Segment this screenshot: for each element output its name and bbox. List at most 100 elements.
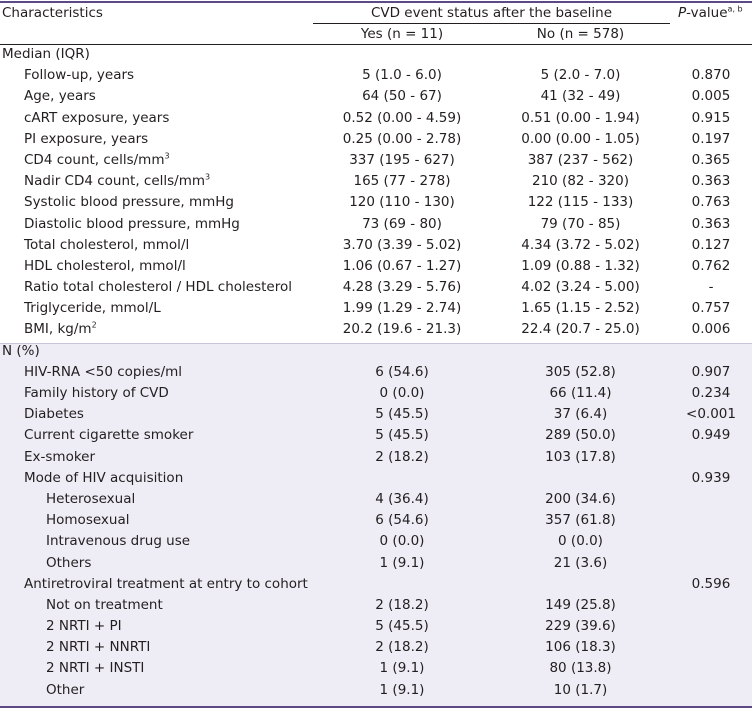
cell-p: 0.363: [691, 215, 731, 232]
cell-p: 0.596: [691, 575, 731, 592]
cell-yes: 4 (36.4): [375, 490, 429, 507]
cell-no: 0 (0.0): [558, 533, 603, 550]
header-p-value: P-valuea, b: [678, 4, 743, 22]
bottom-rule: [0, 706, 752, 708]
cell-no: 122 (115 - 133): [527, 194, 634, 211]
cell-no: 5 (2.0 - 7.0): [540, 67, 621, 84]
cell-yes: 73 (69 - 80): [362, 215, 442, 232]
cell-yes: 120 (110 - 130): [349, 194, 455, 211]
row-label: Antiretroviral treatment at entry to coh…: [24, 574, 308, 595]
p-superscript: a, b: [727, 4, 743, 14]
row-label-text: Diabetes: [24, 406, 84, 423]
cell-no: 10 (1.7): [553, 681, 608, 698]
cell-no: 41 (32 - 49): [540, 88, 621, 105]
row-label-text: PI exposure, years: [24, 130, 149, 147]
row-label: Heterosexual: [46, 489, 135, 510]
cell-no: 22.4 (20.7 - 25.0): [521, 321, 640, 338]
cell-no: 1.09 (0.88 - 1.32): [521, 257, 640, 274]
row-label: Mode of HIV acquisition: [24, 468, 183, 489]
cell-no: 1.65 (1.15 - 2.52): [521, 300, 640, 317]
row-label: cART exposure, years: [24, 108, 169, 129]
row-label: Median (IQR): [2, 44, 90, 65]
table-row: Other 1 (9.1) 10 (1.7): [0, 680, 752, 701]
row-label-text: N (%): [2, 342, 40, 359]
row-label-text: Nadir CD4 count, cells/mm: [24, 173, 206, 190]
cell-no: 21 (3.6): [553, 554, 608, 571]
table-row: BMI, kg/m2 20.2 (19.6 - 21.3) 22.4 (20.7 -…: [0, 319, 752, 340]
table-row: Total cholesterol, mmol/l 3.70 (3.39 - 5.…: [0, 235, 752, 256]
cell-no: 210 (82 - 320): [532, 173, 629, 190]
row-label-text: Systolic blood pressure, mmHg: [24, 194, 234, 211]
row-label-text: Others: [46, 554, 92, 571]
table-row: Intravenous drug use 0 (0.0) 0 (0.0): [0, 531, 752, 552]
cell-no: 106 (18.3): [545, 639, 616, 656]
cell-no: 4.34 (3.72 - 5.02): [521, 236, 640, 253]
cell-no: 387 (237 - 562): [527, 151, 634, 168]
table-row: Nadir CD4 count, cells/mm3 165 (77 - 278)…: [0, 171, 752, 192]
row-label-superscript: 2: [91, 320, 97, 330]
row-label-text: Not on treatment: [46, 596, 163, 613]
table-row: Triglyceride, mmol/L 1.99 (1.29 - 2.74) 1.…: [0, 298, 752, 319]
table-row: HIV-RNA <50 copies/ml 6 (54.6) 305 (52.8) 0…: [0, 362, 752, 383]
header-bottom-rule: [0, 44, 752, 45]
row-label: N (%): [2, 341, 40, 362]
row-label-text: Intravenous drug use: [46, 533, 191, 550]
table-row: 2 NRTI + INSTI 1 (9.1) 80 (13.8): [0, 658, 752, 679]
row-label: 2 NRTI + INSTI: [46, 658, 144, 679]
cell-yes: 1 (9.1): [379, 554, 425, 571]
cell-p: 0.763: [691, 194, 731, 211]
cell-no: 37 (6.4): [553, 406, 608, 423]
cell-yes: 2 (18.2): [375, 596, 429, 613]
row-label: BMI, kg/m2: [24, 319, 97, 340]
row-label: Current cigarette smoker: [24, 425, 193, 446]
cell-yes: 2 (18.2): [375, 448, 429, 465]
top-rule: [0, 1, 752, 3]
row-label-text: Heterosexual: [46, 490, 136, 507]
table-row: Others 1 (9.1) 21 (3.6): [0, 553, 752, 574]
row-label: Homosexual: [46, 510, 130, 531]
cell-yes: 0 (0.0): [379, 533, 425, 550]
cell-yes: 6 (54.6): [375, 363, 429, 380]
table-row: Current cigarette smoker 5 (45.5) 289 (50.…: [0, 425, 752, 446]
cell-yes: 20.2 (19.6 - 21.3): [342, 321, 462, 338]
row-label-text: Antiretroviral treatment at entry to coh…: [24, 575, 308, 592]
row-label-text: Triglyceride, mmol/L: [24, 300, 161, 317]
row-label: 2 NRTI + PI: [46, 616, 122, 637]
cell-yes: 6 (54.6): [375, 512, 429, 529]
cell-p: -: [708, 279, 714, 296]
cell-yes: 1 (9.1): [379, 681, 425, 698]
row-label-text: Ex-smoker: [24, 448, 96, 465]
cell-no: 200 (34.6): [545, 490, 616, 507]
table-row: Ratio total cholesterol / HDL cholestero…: [0, 277, 752, 298]
cell-yes: 2 (18.2): [375, 639, 429, 656]
table-row: Antiretroviral treatment at entry to coh…: [0, 574, 752, 595]
cell-yes: 1.06 (0.67 - 1.27): [342, 257, 462, 274]
cvd-group-underline: [313, 23, 670, 24]
row-label-text: 2 NRTI + INSTI: [46, 660, 145, 677]
row-label-text: Median (IQR): [2, 46, 90, 62]
cell-p: 0.363: [691, 173, 731, 190]
cell-no: 103 (17.8): [545, 448, 616, 465]
row-label: 2 NRTI + NNRTI: [46, 637, 150, 658]
row-label: Ratio total cholesterol / HDL cholestero…: [24, 277, 292, 298]
table-row: Diastolic blood pressure, mmHg 73 (69 - 8…: [0, 214, 752, 235]
table-row: Homosexual 6 (54.6) 357 (61.8): [0, 510, 752, 531]
cell-no: 229 (39.6): [545, 618, 616, 635]
row-label-text: CD4 count, cells/mm: [24, 151, 165, 168]
table-row: CD4 count, cells/mm3 337 (195 - 627) 387 (…: [0, 150, 752, 171]
cell-p: <0.001: [686, 406, 736, 423]
cell-no: 305 (52.8): [545, 363, 616, 380]
table-row: cART exposure, years 0.52 (0.00 - 4.59) 0.…: [0, 108, 752, 129]
cell-no: 149 (25.8): [545, 596, 616, 613]
table-row: Diabetes 5 (45.5) 37 (6.4) <0.001: [0, 404, 752, 425]
row-label-text: BMI, kg/m: [24, 321, 92, 338]
row-label-text: 2 NRTI + PI: [46, 618, 122, 635]
row-label: Follow-up, years: [24, 65, 134, 86]
table-row: Systolic blood pressure, mmHg 120 (110 - …: [0, 192, 752, 213]
cell-p: 0.006: [691, 321, 731, 338]
row-label: Family history of CVD: [24, 383, 169, 404]
table-row: Age, years 64 (50 - 67) 41 (32 - 49) 0.005: [0, 86, 752, 107]
row-label: Total cholesterol, mmol/l: [24, 235, 189, 256]
cell-no: 0.00 (0.00 - 1.05): [521, 130, 640, 147]
